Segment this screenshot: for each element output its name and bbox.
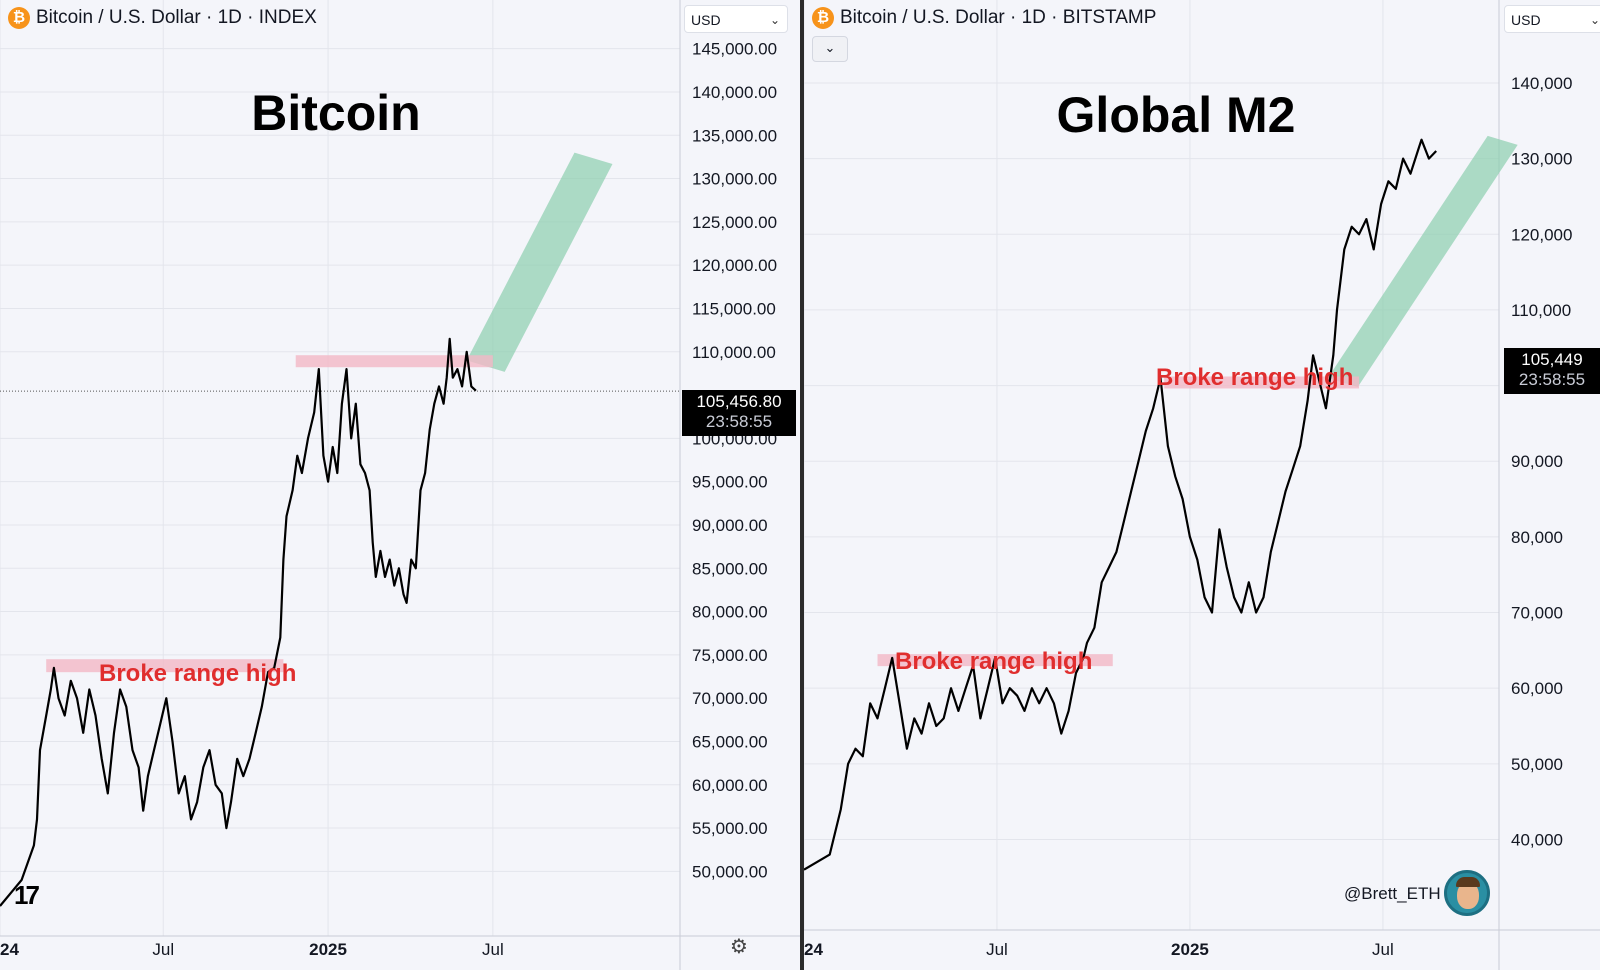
global-m2-chart-svg[interactable]: 140,000130,000120,000110,000100,00090,00… <box>804 0 1600 970</box>
last-price-label: 105,449 23:58:55 <box>1504 348 1600 394</box>
global-m2-chart-panel: 140,000130,000120,000110,000100,00090,00… <box>804 0 1600 970</box>
y-tick-label: 120,000.00 <box>692 256 777 275</box>
bar-countdown: 23:58:55 <box>705 412 773 431</box>
chart-title: Bitcoin <box>251 85 421 141</box>
currency-label: USD <box>1511 12 1541 28</box>
y-tick-label: 140,000 <box>1511 74 1572 93</box>
bitcoin-chart-svg[interactable]: 145,000.00 140,000.00 135,000.00 130,000.00… <box>0 0 800 970</box>
last-price-label: 105,456.80 23:58:55 <box>682 390 796 436</box>
price-series-line <box>804 138 1437 871</box>
range-high-band-early <box>46 659 284 673</box>
currency-select[interactable]: USD ⌄ <box>684 5 788 33</box>
y-tick-label: 80,000.00 <box>692 603 768 622</box>
uptrend-channel <box>1327 135 1518 387</box>
x-tick-label: Jul <box>1372 940 1394 959</box>
x-tick-label: 24 <box>804 940 823 959</box>
y-tick-label: 85,000.00 <box>692 559 768 578</box>
price-series-line <box>0 337 477 907</box>
chevron-down-icon: ⌄ <box>769 13 780 27</box>
x-tick-label: Jul <box>986 940 1008 959</box>
y-tick-label: 50,000.00 <box>692 862 768 881</box>
y-tick-label: 120,000 <box>1511 225 1572 244</box>
y-tick-label: 110,000.00 <box>692 343 776 362</box>
y-tick-label: 40,000 <box>1511 830 1563 849</box>
tradingview-logo-icon[interactable]: 17 <box>14 880 40 910</box>
y-tick-label: 130,000.00 <box>692 170 777 189</box>
x-tick-label: 24 <box>0 940 19 959</box>
y-tick-label: 60,000.00 <box>692 776 768 795</box>
currency-label: USD <box>691 12 721 28</box>
y-tick-label: 50,000 <box>1511 755 1563 774</box>
y-tick-label: 60,000 <box>1511 679 1563 698</box>
uptrend-channel <box>466 152 613 372</box>
y-tick-label: 75,000.00 <box>692 646 768 665</box>
x-tick-label: Jul <box>152 940 174 959</box>
y-tick-label: 135,000.00 <box>692 126 777 145</box>
y-tick-label: 90,000 <box>1511 452 1563 471</box>
chart-title: Global M2 <box>1056 87 1296 143</box>
symbol-title[interactable]: ₿ Bitcoin / U.S. Dollar · 1D · BITSTAMP <box>812 6 1156 30</box>
bitcoin-chart-panel: 145,000.00 140,000.00 135,000.00 130,000.00… <box>0 0 800 970</box>
chevron-down-icon: ⌄ <box>1589 13 1600 27</box>
y-tick-label: 65,000.00 <box>692 732 768 751</box>
gear-icon[interactable]: ⚙ <box>730 936 748 958</box>
currency-select[interactable]: USD ⌄ <box>1504 5 1600 33</box>
range-high-band <box>295 355 493 368</box>
avatar-hair <box>1456 877 1480 887</box>
y-tick-label: 70,000 <box>1511 604 1563 623</box>
broke-range-high-label-upper: Broke range high <box>1156 364 1354 391</box>
author-handle: @Brett_ETH <box>1344 884 1441 903</box>
y-tick-label: 55,000.00 <box>692 819 768 838</box>
y-tick-label: 125,000.00 <box>692 213 777 232</box>
y-tick-label: 110,000 <box>1511 301 1571 320</box>
chevron-down-icon: ⌄ <box>824 40 836 55</box>
broke-range-high-label: Broke range high <box>99 660 297 687</box>
collapse-legend-button[interactable]: ⌄ <box>812 36 848 62</box>
y-tick-label: 140,000.00 <box>692 83 777 102</box>
symbol-title[interactable]: ₿ Bitcoin / U.S. Dollar · 1D · INDEX <box>8 6 317 30</box>
y-tick-label: 70,000.00 <box>692 689 768 708</box>
y-tick-label: 90,000.00 <box>692 516 768 535</box>
avatar-icon <box>1444 870 1490 916</box>
broke-range-high-label-lower: Broke range high <box>895 648 1093 675</box>
last-price-value: 105,449 <box>1521 350 1583 369</box>
symbol-title-text: Bitcoin / U.S. Dollar · 1D · INDEX <box>36 7 317 28</box>
symbol-title-text: Bitcoin / U.S. Dollar · 1D · BITSTAMP <box>840 7 1157 28</box>
y-tick-label: 95,000.00 <box>692 473 768 492</box>
y-tick-label: 145,000.00 <box>692 40 777 59</box>
bar-countdown: 23:58:55 <box>1518 370 1586 389</box>
bitcoin-coin-icon: ₿ <box>812 7 834 29</box>
x-tick-label: 2025 <box>1171 940 1209 959</box>
y-tick-label: 115,000.00 <box>692 299 776 318</box>
last-price-value: 105,456.80 <box>696 392 782 411</box>
bitcoin-coin-icon: ₿ <box>8 7 30 29</box>
y-tick-label: 130,000 <box>1511 150 1572 169</box>
y-tick-label: 80,000 <box>1511 528 1563 547</box>
x-tick-label: Jul <box>482 940 504 959</box>
x-tick-label: 2025 <box>309 940 347 959</box>
avatar-face <box>1457 881 1479 909</box>
